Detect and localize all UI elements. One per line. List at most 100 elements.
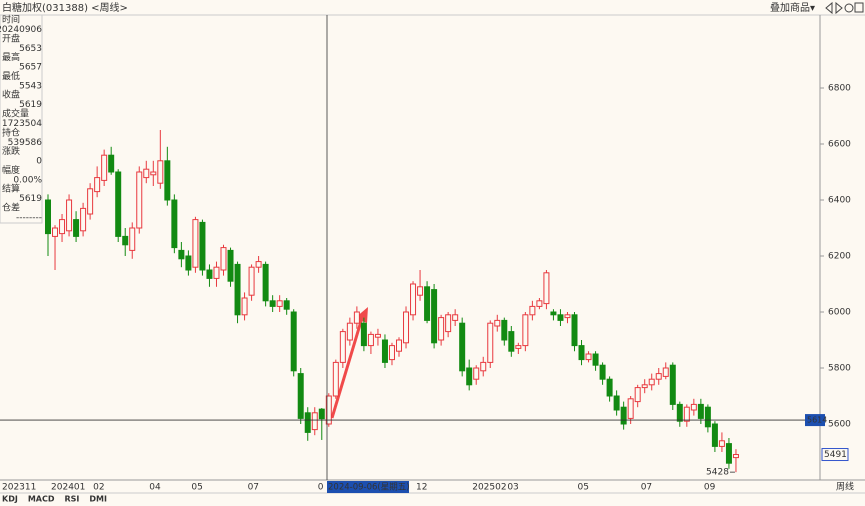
candle-body	[592, 353, 599, 366]
candle-body	[725, 443, 732, 464]
candle-body	[220, 247, 227, 271]
info-value: 20240906	[0, 25, 42, 35]
info-label: 幅度	[2, 164, 20, 176]
candle-body	[459, 322, 466, 372]
crosshair-date: 2024-09-06(星期五)	[328, 483, 410, 493]
info-value: 5543	[19, 81, 42, 91]
low-label: 5428	[706, 468, 729, 478]
candle-body	[290, 311, 297, 372]
header-bar	[0, 0, 865, 15]
candle-body	[122, 235, 129, 246]
candle-body	[704, 406, 711, 428]
candle-body	[578, 345, 585, 361]
y-tick-label: 6800	[828, 84, 851, 94]
info-value: --------	[16, 213, 42, 223]
candle-body	[367, 333, 374, 347]
indicator-tab[interactable]: MACD	[28, 495, 55, 504]
last-price: 5491	[824, 450, 847, 460]
info-value: 5619	[19, 194, 42, 204]
indicator-tab[interactable]: DMI	[89, 495, 107, 504]
candle-body	[192, 219, 199, 268]
info-label: 成交量	[2, 108, 29, 120]
candle-body	[655, 373, 662, 380]
candle-body	[269, 300, 276, 307]
candle-body	[403, 311, 410, 344]
candle-body	[108, 154, 115, 173]
candle-body	[136, 171, 143, 229]
candle-body	[381, 339, 388, 363]
candle-body	[150, 171, 157, 176]
candle-body	[283, 300, 290, 310]
candle-body	[185, 255, 192, 271]
candle-body	[438, 317, 445, 341]
candle-body	[501, 319, 508, 341]
info-label: 收盘	[2, 89, 20, 101]
candle-body	[52, 227, 59, 237]
candle-body	[550, 311, 557, 316]
x-tick-label: 0	[318, 483, 324, 493]
info-label: 最高	[2, 51, 20, 63]
candle-body	[396, 339, 402, 352]
x-tick-label: 09	[704, 483, 716, 493]
title: 白糖加权(031388) <周线>	[2, 1, 128, 14]
candle-body	[325, 395, 332, 425]
candle-body	[311, 412, 318, 431]
last-price-box	[821, 448, 849, 462]
candle-body	[248, 266, 255, 296]
candle-body	[648, 378, 655, 386]
candle-body	[690, 403, 697, 411]
candle-body	[711, 423, 718, 447]
y-tick-label: 6000	[828, 308, 851, 318]
crosshair-price: 5614	[807, 416, 827, 425]
candle-body	[613, 395, 620, 411]
info-label: 涨跌	[2, 146, 20, 157]
candle-body	[410, 283, 417, 316]
candle-body	[276, 300, 283, 307]
y-tick-label: 5600	[828, 420, 851, 430]
trend-arrow	[330, 317, 364, 419]
info-value: 0.00%	[13, 175, 42, 185]
candle-body	[466, 367, 473, 386]
y-tick-label: 6400	[828, 196, 851, 206]
candle-body	[255, 261, 262, 268]
candle-body	[529, 305, 536, 316]
candle-body	[641, 384, 648, 389]
indicator-tab[interactable]: KDJ	[2, 495, 18, 504]
candle-body	[473, 367, 480, 380]
candle-body	[262, 263, 269, 302]
prev-icon[interactable]	[825, 1, 833, 15]
candle-body	[543, 272, 550, 305]
candle-body	[494, 319, 501, 327]
candle-body	[431, 289, 438, 344]
candle-body	[45, 199, 51, 235]
candle-body	[634, 387, 641, 403]
candle-body	[353, 311, 360, 324]
candle-body	[80, 207, 87, 232]
info-label: 持仓	[2, 126, 20, 138]
toolbar-icons	[825, 1, 864, 15]
next-icon[interactable]	[835, 1, 843, 15]
x-tick-label: 202401	[51, 483, 85, 493]
candle-body	[59, 219, 66, 235]
candle-body	[199, 221, 206, 271]
y-tick-label: 6200	[828, 252, 851, 262]
overlay-button[interactable]: 叠加商品▾	[770, 1, 815, 14]
candle-body	[339, 331, 346, 363]
indicator-tab[interactable]: RSI	[65, 495, 80, 504]
candle-body	[620, 406, 627, 425]
x-tick-label: 202311	[2, 483, 36, 493]
crosshair-date-box	[327, 481, 409, 493]
info-label: 最低	[2, 70, 20, 82]
candle-body	[564, 314, 571, 319]
window-icon[interactable]	[854, 2, 864, 13]
candle-body	[157, 160, 164, 184]
candle-body	[557, 314, 564, 321]
candle-body	[318, 408, 325, 420]
candle-body	[94, 177, 101, 193]
x-tick-label: 07	[641, 483, 652, 493]
candle-body	[234, 263, 241, 316]
candle-body	[115, 171, 122, 237]
candle-body	[360, 322, 367, 347]
zoom-icon[interactable]	[844, 3, 854, 13]
